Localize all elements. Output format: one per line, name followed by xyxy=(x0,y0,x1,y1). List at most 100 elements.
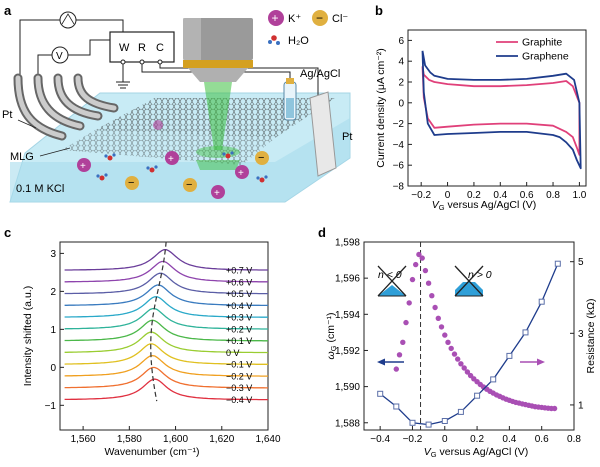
chart-c-spectrum xyxy=(64,366,268,389)
chart-d-resistance-point xyxy=(396,352,403,358)
gfet-chart: −0.4 −0.2 0 0.2 0.4 0.6 0.8 1,588 1,590 1,592 1,59… xyxy=(335,238,584,446)
chart-d-omega-point xyxy=(506,352,513,359)
chart-c-series-label: 0 V xyxy=(226,348,240,358)
chart-d-resistance-point xyxy=(442,332,448,338)
terminal-c-dot xyxy=(157,59,163,65)
chart-d-omega-point xyxy=(522,329,529,336)
chart-d-ylabel-right: Resistance (kΩ) xyxy=(585,299,597,374)
chart-c-spectrum xyxy=(64,319,268,342)
chart-c-series-label: +0.3 V xyxy=(226,313,252,323)
terminal-r-dot xyxy=(139,59,145,65)
cation-legend-label: K⁺ xyxy=(288,13,301,25)
chart-b-xtick-label: 0.8 xyxy=(546,190,560,201)
chart-c-xtick-label: 1,620 xyxy=(209,434,234,445)
chart-d-resistance-point xyxy=(419,255,425,261)
chart-c-series-label: −0.1 V xyxy=(226,360,252,370)
chart-b-ytick-label: 4 xyxy=(398,57,404,68)
chart-d-ytick-label-left: 1,590 xyxy=(335,382,360,393)
chart-d-frame xyxy=(363,241,575,431)
n-positive-label: n > 0 xyxy=(468,269,492,281)
terminal-w-dot xyxy=(120,59,126,65)
electrolyte-label: 0.1 M KCl xyxy=(16,183,64,195)
chart-d-resistance-point xyxy=(435,315,441,321)
anion-legend-icon xyxy=(312,10,328,26)
chart-d-xtick-label: 0.8 xyxy=(567,434,581,445)
chart-d-resistance-point xyxy=(438,324,445,330)
chart-b-ytick-label: −8 xyxy=(393,182,405,193)
chart-d-omega-point xyxy=(554,260,561,267)
chart-d-ylabel-left: ωG (cm⁻¹) xyxy=(325,313,338,360)
voltmeter-icon xyxy=(51,46,69,64)
chart-d-ytick-label-left: 1,596 xyxy=(335,274,360,285)
right-axis-arrow xyxy=(520,358,545,366)
ammeter-icon xyxy=(59,11,77,29)
laser-spot xyxy=(196,146,240,158)
chart-c-spectrum xyxy=(64,307,268,330)
chart-b-frame xyxy=(407,29,587,187)
chart-d-omega-point xyxy=(457,408,464,415)
left-axis-arrow xyxy=(377,358,404,366)
chart-c-xlabel: Wavenumber (cm⁻¹) xyxy=(105,446,200,458)
chart-c-ytick-label: 3 xyxy=(50,249,56,260)
chart-d-omega-point xyxy=(441,418,448,424)
svg-text:+: + xyxy=(80,161,86,172)
chart-c-spectrum xyxy=(64,354,268,377)
chart-b-ytick-label: 0 xyxy=(398,98,404,109)
chart-b-xtick-label: 0 xyxy=(445,190,451,201)
chart-d-omega-point xyxy=(425,421,432,428)
chart-b-xtick-label: 0.6 xyxy=(520,190,534,201)
chart-b-series-graphene xyxy=(421,50,582,170)
chart-d-xtick-label: 0.4 xyxy=(502,434,516,445)
chart-d-omega-point xyxy=(474,392,481,399)
chart-d-xtick-label: 0.2 xyxy=(470,434,484,445)
chart-d-resistance-point xyxy=(458,361,464,367)
chart-d-resistance-point xyxy=(455,356,461,362)
chart-d-resistance-point xyxy=(393,366,399,372)
chart-c-series-label: +0.1 V xyxy=(226,336,252,346)
chart-d-ytick-label-left: 1,594 xyxy=(335,310,360,321)
chart-c-ylabel: Intensity shifted (a.u.) xyxy=(22,286,34,386)
panel-c: c 1,560 1,580 1,600 1,620 1,640 −1 0 1 2 3 +0.7 V +… xyxy=(4,225,281,458)
chart-b-series-graphite xyxy=(421,66,581,156)
chart-d-resistance-point xyxy=(422,267,429,274)
chart-c-spectrum xyxy=(64,296,268,318)
chart-d-ytick-label-left: 1,588 xyxy=(335,418,360,429)
panel-c-letter: c xyxy=(4,225,11,240)
chart-c-series-label: −0.3 V xyxy=(226,383,252,393)
chart-c-xtick-label: 1,580 xyxy=(117,434,142,445)
chart-d-omega-point xyxy=(538,298,545,305)
svg-text:+: + xyxy=(238,168,244,179)
chart-b-xtick-label: 0.2 xyxy=(467,190,481,201)
raman-chart: 1,560 1,580 1,600 1,620 1,640 −1 0 1 2 3 +0.7 V +0.… xyxy=(45,241,281,445)
chart-d-resistance-point xyxy=(451,351,458,357)
svg-text:+: + xyxy=(214,188,220,199)
chart-b-xlabel: VG versus Ag/AgCl (V) xyxy=(432,199,536,212)
chart-b-ytick-label: −6 xyxy=(393,161,405,172)
chart-b-legend-label: Graphene xyxy=(522,51,569,63)
chart-c-spectrum xyxy=(64,343,268,365)
panel-a: a W R C A xyxy=(2,3,352,203)
chart-d-xtick-label: 0.6 xyxy=(535,434,549,445)
chart-b-ytick-label: −2 xyxy=(393,119,405,130)
chart-b-xtick-label: −0.2 xyxy=(411,190,431,201)
dirac-cone-n-positive-icon xyxy=(454,265,484,297)
chart-d-resistance-point xyxy=(445,339,451,345)
pt-contacts xyxy=(13,73,119,141)
chart-b-legend-label: Graphite xyxy=(522,37,562,49)
chart-d-resistance-point xyxy=(425,280,432,286)
ions: + + + + − − − xyxy=(77,120,269,199)
pt-right-label: Pt xyxy=(342,131,352,143)
dirac-cone-n-negative-icon xyxy=(377,265,407,297)
chart-b-xtick-label: 0.4 xyxy=(493,190,507,201)
water-legend-label: H₂O xyxy=(288,35,309,47)
chart-d-resistance-point xyxy=(406,300,412,306)
terminal-c: C xyxy=(156,42,164,54)
chart-c-spectrum xyxy=(64,331,269,354)
ammeter-label: A xyxy=(64,16,71,27)
chart-b-ytick-label: −4 xyxy=(393,140,405,151)
chart-d-resistance-point xyxy=(409,276,416,283)
ion-legend: + K⁺ − Cl⁻ H₂O xyxy=(268,10,348,47)
chart-c-xtick-label: 1,600 xyxy=(163,434,188,445)
svg-text:+: + xyxy=(272,11,279,25)
chart-b-ytick-label: 2 xyxy=(398,78,404,89)
